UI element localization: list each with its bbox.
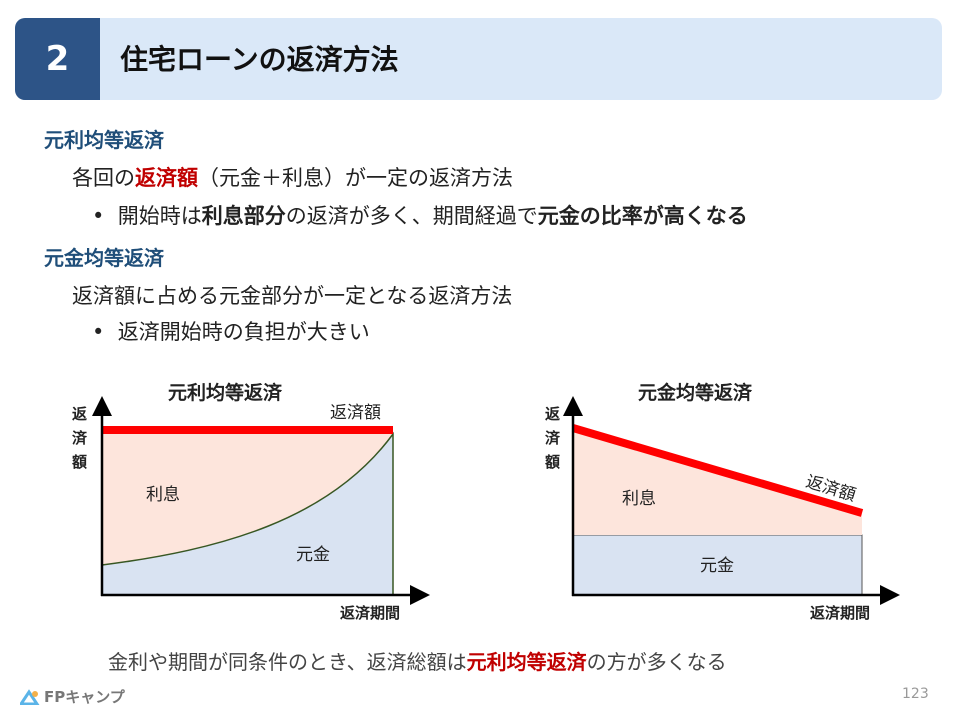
desc-gankin: 返済額に占める元金部分が一定となる返済方法 [72, 284, 513, 308]
text: 各回の [72, 166, 135, 190]
interest-area [573, 428, 862, 535]
logo: FPキャンプ [20, 686, 125, 707]
interest-label: 利息 [622, 489, 656, 509]
bullet-ganri: • 開始時は利息部分の返済が多く、期間経過で元金の比率が高くなる [92, 204, 748, 228]
chart-title: 元利均等返済 [168, 382, 283, 404]
text: （元金＋利息）が一定の返済方法 [198, 166, 513, 190]
emphasis: 元金の比率が高くなる [537, 204, 748, 228]
x-label: 返済期間 [340, 604, 401, 622]
text: の方が多くなる [586, 650, 727, 674]
principal-area [572, 534, 863, 596]
text: 開始時は [117, 204, 202, 228]
x-label: 返済期間 [810, 604, 871, 622]
header-bar: 2 住宅ローンの返済方法 [15, 18, 942, 100]
page-number: 123 [902, 686, 929, 702]
heading-ganri: 元利均等返済 [44, 128, 164, 152]
chart-title: 元金均等返済 [638, 382, 753, 404]
payment-line [571, 424, 864, 517]
y-label: 返済額 [545, 405, 561, 471]
section-number: 2 [15, 18, 100, 100]
page-title: 住宅ローンの返済方法 [120, 43, 399, 76]
principal-label: 元金 [700, 556, 734, 576]
logo-mountain-icon [20, 688, 40, 705]
emphasis: 元利均等返済 [466, 650, 587, 674]
text: 返済開始時の負担が大きい [117, 320, 370, 344]
conclusion: 金利や期間が同条件のとき、返済総額は元利均等返済の方が多くなる [108, 646, 727, 675]
text: 金利や期間が同条件のとき、返済総額は [108, 650, 467, 674]
heading-gankin: 元金均等返済 [44, 246, 164, 270]
interest-label: 利息 [146, 485, 180, 505]
line-label: 返済額 [330, 403, 381, 423]
bullet-gankin: • 返済開始時の負担が大きい [92, 320, 370, 344]
text: の返済が多く、期間経過で [285, 204, 538, 228]
emphasis: 利息部分 [201, 204, 286, 228]
principal-area [101, 431, 394, 596]
emphasis: 返済額 [135, 166, 198, 190]
desc-ganri: 各回の返済額（元金＋利息）が一定の返済方法 [72, 162, 513, 192]
y-label: 返済額 [72, 405, 88, 471]
principal-label: 元金 [296, 545, 330, 565]
logo-text: FPキャンプ [44, 688, 125, 706]
